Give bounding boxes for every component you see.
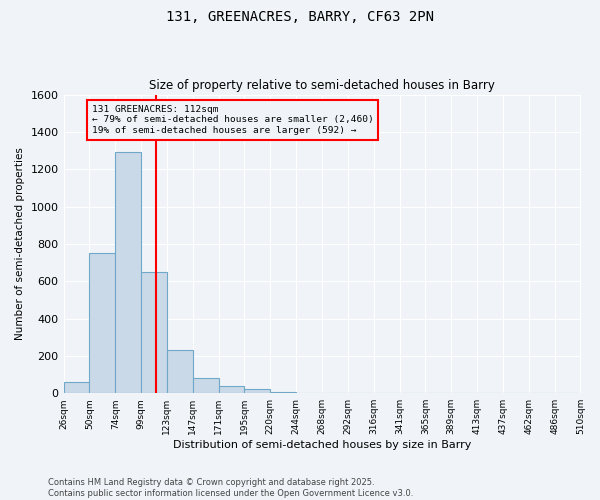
Bar [271, 392, 296, 393]
Y-axis label: Number of semi-detached properties: Number of semi-detached properties [15, 148, 25, 340]
Bar [167, 350, 193, 393]
Bar [64, 382, 89, 393]
Bar [141, 272, 167, 393]
Bar [244, 390, 271, 393]
Title: Size of property relative to semi-detached houses in Barry: Size of property relative to semi-detach… [149, 79, 495, 92]
Bar [89, 253, 115, 393]
Bar [193, 378, 218, 393]
X-axis label: Distribution of semi-detached houses by size in Barry: Distribution of semi-detached houses by … [173, 440, 471, 450]
Bar [218, 386, 244, 393]
Text: Contains HM Land Registry data © Crown copyright and database right 2025.
Contai: Contains HM Land Registry data © Crown c… [48, 478, 413, 498]
Text: 131 GREENACRES: 112sqm
← 79% of semi-detached houses are smaller (2,460)
19% of : 131 GREENACRES: 112sqm ← 79% of semi-det… [92, 105, 373, 135]
Bar [115, 152, 141, 393]
Text: 131, GREENACRES, BARRY, CF63 2PN: 131, GREENACRES, BARRY, CF63 2PN [166, 10, 434, 24]
